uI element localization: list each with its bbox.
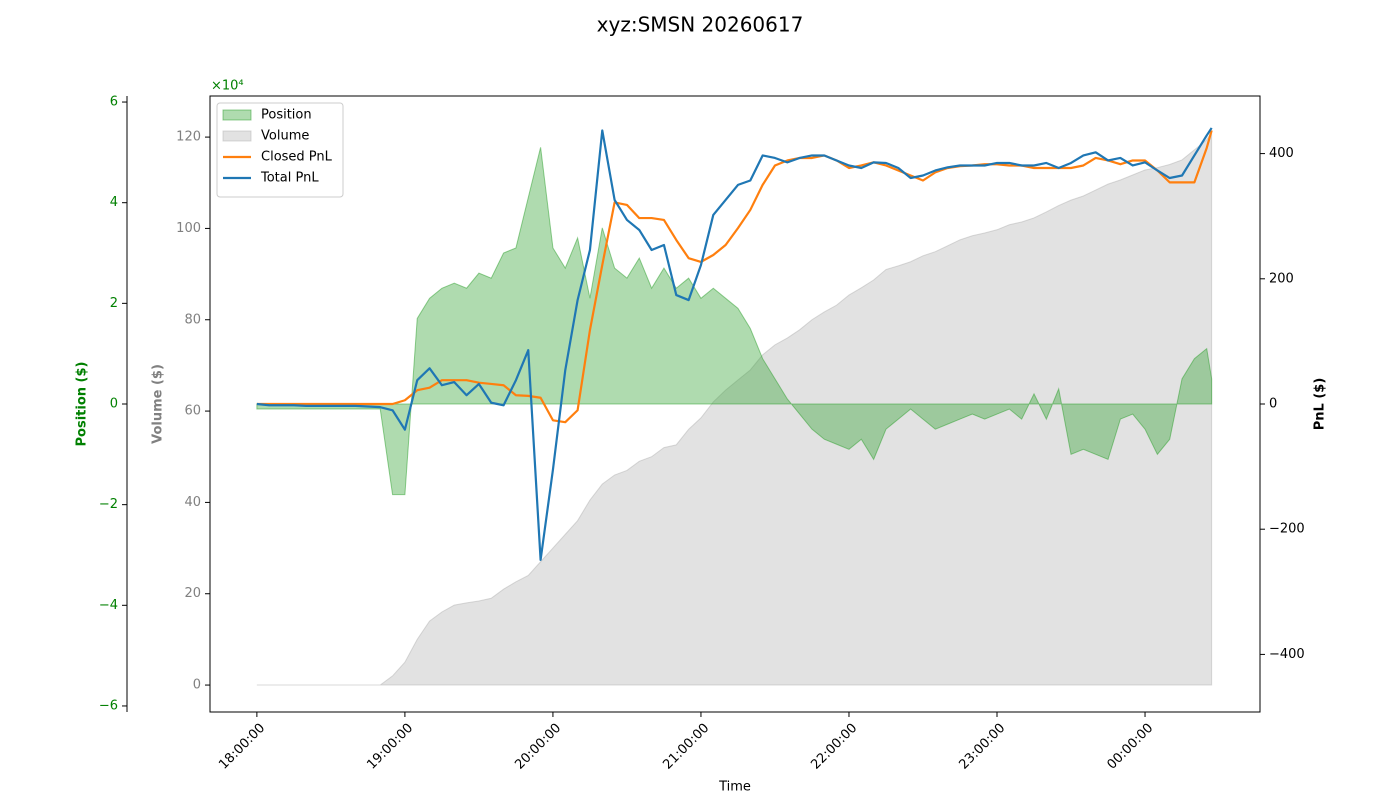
volume-tick-label: 0 [193,678,201,693]
volume-axis-label: Volume ($) [151,364,166,444]
legend-label: Total PnL [260,171,319,186]
volume-tick-label: 100 [176,221,201,236]
y2-tick-label: 200 [1269,271,1294,286]
volume-tick-label: 60 [184,404,201,419]
legend-label: Closed PnL [261,150,333,165]
legend: Position Volume Closed PnL Total PnL [216,102,344,198]
chart-title: xyz:SMSN 20260617 [597,13,804,37]
y2-tick-label: 400 [1269,146,1294,161]
x-tick-label: 00:00:00 [1104,721,1156,773]
legend-box [216,102,344,198]
plot-area [256,127,1213,686]
y-tick-label: 0 [110,397,118,412]
y-tick-label: −4 [99,598,118,613]
y-tick-label: 4 [110,195,118,210]
volume-tick-label: 120 [176,130,201,145]
x-tick-label: 22:00:00 [808,721,860,773]
y-tick-label: −6 [99,698,118,713]
y-tick-label: −2 [99,497,118,512]
y2-tick-label: −200 [1269,522,1305,537]
legend-swatch [222,130,252,142]
x-tick-label: 20:00:00 [512,721,564,773]
y-axis-label: Position ($) [75,362,90,447]
y-tick-label: 2 [110,296,118,311]
y2-axis-label: PnL ($) [1313,378,1328,431]
volume-tick-label: 40 [184,495,201,510]
area [256,130,1213,686]
x-tick-label: 23:00:00 [956,721,1008,773]
volume-tick-label: 20 [184,586,201,601]
y-offset-label: ×10⁴ [211,79,244,94]
line [256,127,1213,561]
x-tick-label: 21:00:00 [660,721,712,773]
x-axis-label: Time [718,780,751,795]
x-tick-label: 19:00:00 [364,721,416,773]
legend-label: Volume [261,129,309,144]
legend-swatch [222,109,252,121]
x-tick-label: 18:00:00 [216,721,268,773]
y2-tick-label: 0 [1269,397,1277,412]
legend-label: Position [261,108,312,123]
volume-tick-label: 80 [184,312,201,327]
y-tick-label: 6 [110,95,118,110]
y2-tick-label: −400 [1269,647,1305,662]
